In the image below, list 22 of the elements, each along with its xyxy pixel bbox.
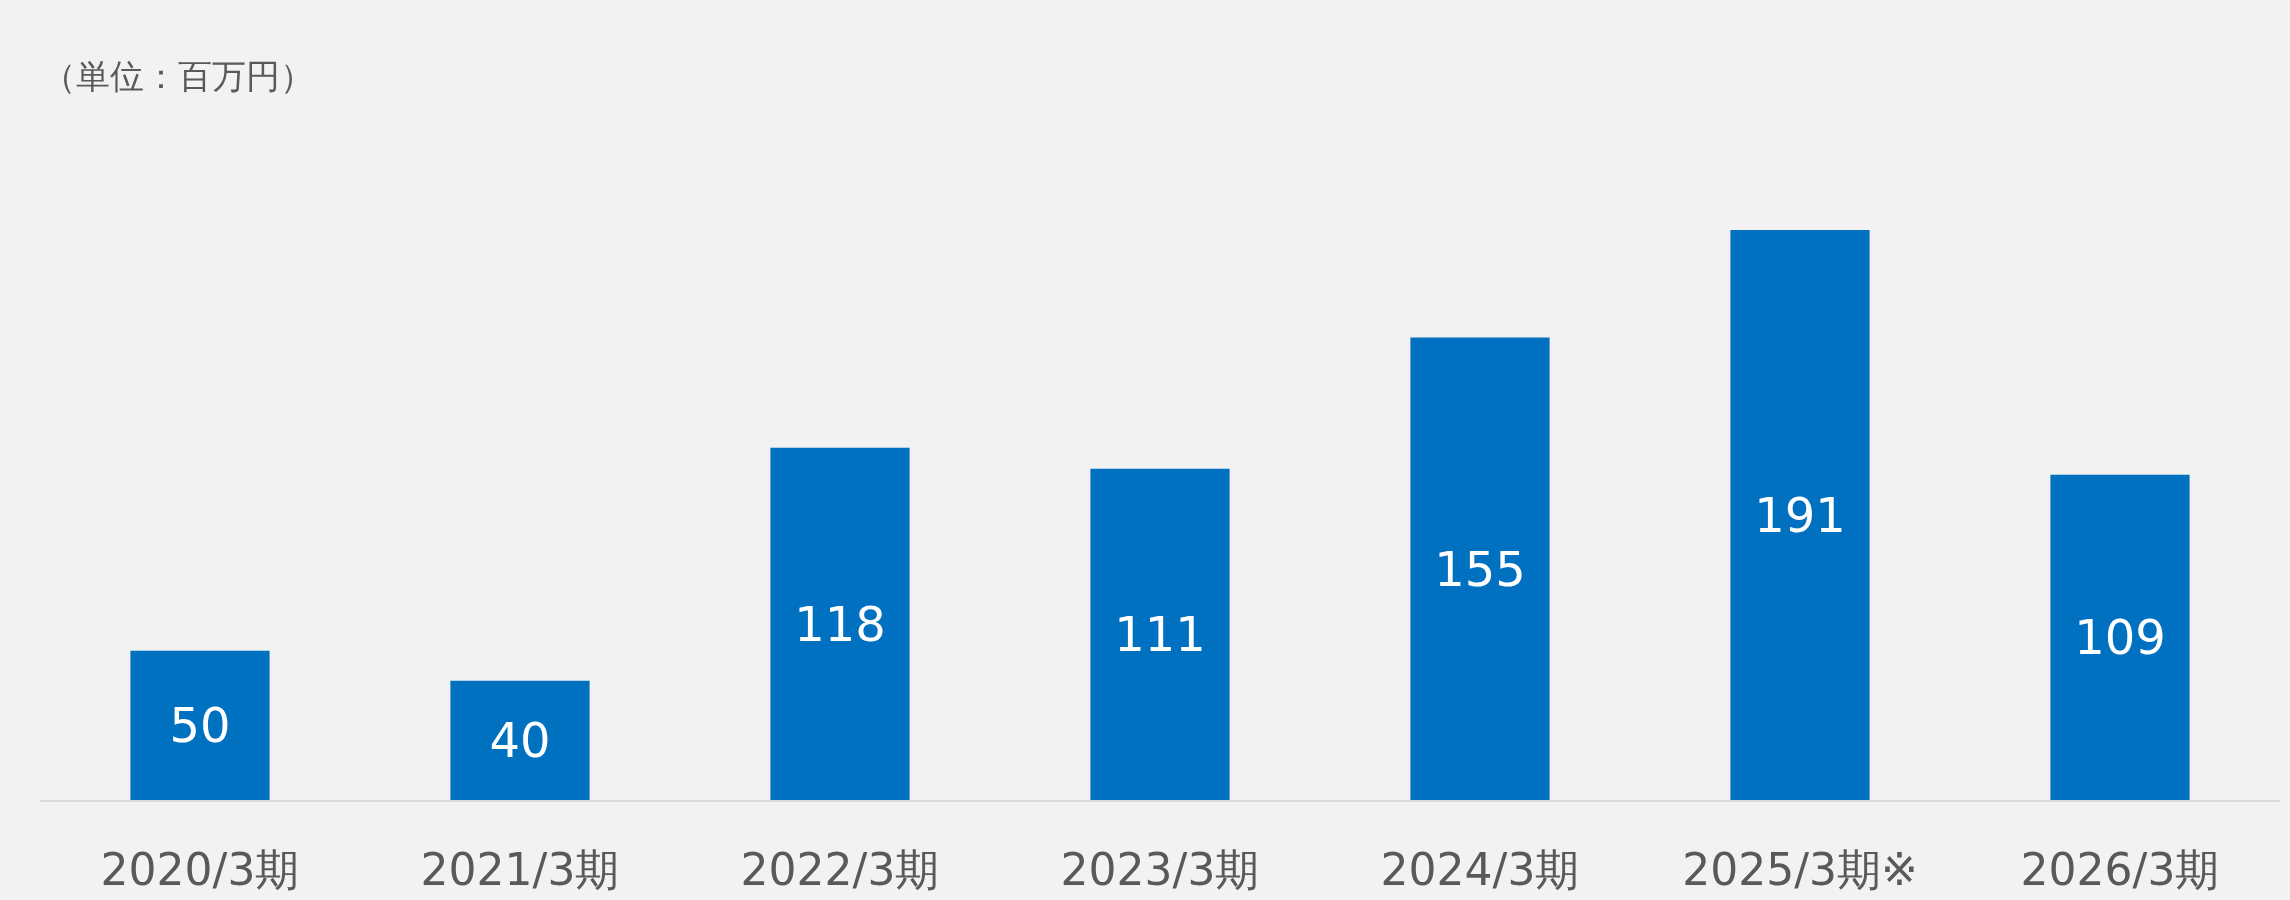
data-label: 191: [1754, 487, 1846, 543]
x-tick-label: 2020/3期: [100, 843, 300, 895]
data-label: 50: [169, 697, 231, 754]
x-tick-label: 2021/3期: [420, 843, 620, 895]
bar: [770, 447, 910, 800]
x-tick-label: 2022/3期: [740, 843, 940, 895]
bar: [450, 680, 590, 800]
x-tick-label: 2026/3期: [2020, 843, 2220, 895]
data-label: 40: [489, 712, 551, 769]
text: （単位：百万円）: [42, 56, 314, 96]
bar: [1090, 468, 1230, 800]
data-label: 155: [1434, 540, 1526, 597]
bar: [1730, 230, 1870, 800]
data-label: 111: [1114, 606, 1206, 663]
data-label: 109: [2074, 609, 2166, 666]
x-tick-label: 2023/3期: [1060, 843, 1260, 895]
bar: [1410, 337, 1550, 800]
bar: [2050, 474, 2190, 800]
data-label: 118: [794, 595, 886, 652]
x-tick-label: 2025/3期※: [1682, 843, 1918, 895]
x-tick-label: 2024/3期: [1380, 843, 1580, 895]
bar: [130, 650, 270, 800]
